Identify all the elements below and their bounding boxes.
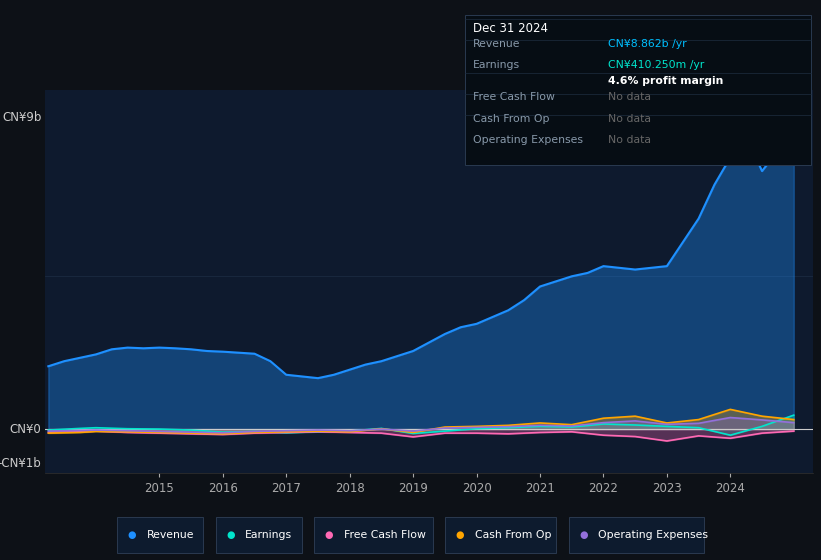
Text: CN¥8.862b /yr: CN¥8.862b /yr [608, 39, 687, 49]
Text: Revenue: Revenue [473, 39, 521, 49]
Text: Earnings: Earnings [245, 530, 292, 540]
Text: ●: ● [456, 530, 465, 540]
Text: Revenue: Revenue [146, 530, 194, 540]
Text: Free Cash Flow: Free Cash Flow [343, 530, 425, 540]
Text: CN¥0: CN¥0 [10, 423, 41, 436]
Text: No data: No data [608, 114, 651, 124]
Text: No data: No data [608, 92, 651, 102]
Text: Cash From Op: Cash From Op [475, 530, 552, 540]
Text: Free Cash Flow: Free Cash Flow [473, 92, 555, 102]
Text: CN¥410.250m /yr: CN¥410.250m /yr [608, 60, 704, 70]
Text: -CN¥1b: -CN¥1b [0, 456, 41, 469]
Text: ●: ● [226, 530, 235, 540]
Text: No data: No data [608, 135, 651, 145]
Text: Operating Expenses: Operating Expenses [473, 135, 583, 145]
Text: 4.6% profit margin: 4.6% profit margin [608, 76, 724, 86]
Text: ●: ● [579, 530, 588, 540]
Text: Earnings: Earnings [473, 60, 520, 70]
Text: ●: ● [324, 530, 333, 540]
Text: ●: ● [127, 530, 136, 540]
Text: Operating Expenses: Operating Expenses [598, 530, 708, 540]
Text: Cash From Op: Cash From Op [473, 114, 549, 124]
Text: Dec 31 2024: Dec 31 2024 [473, 22, 548, 35]
Text: CN¥9b: CN¥9b [2, 110, 41, 124]
